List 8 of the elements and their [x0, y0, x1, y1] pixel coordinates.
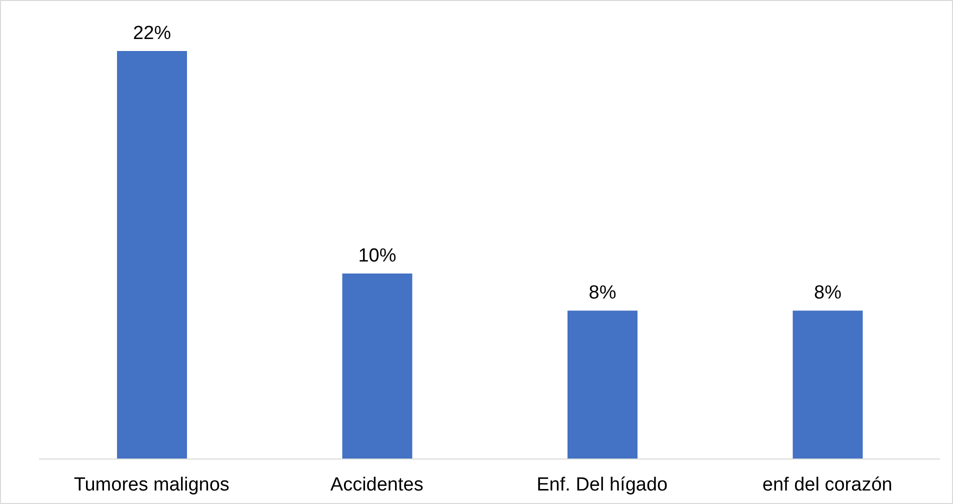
data-label: 8%	[814, 282, 842, 304]
data-label: 22%	[132, 23, 172, 44]
x-tick-label: enf del corazón	[762, 474, 892, 496]
data-label: 10%	[358, 246, 396, 267]
x-tick-label: Enf. Del hígado	[536, 474, 668, 496]
x-tick-label: Accidentes	[330, 474, 424, 496]
x-tick-label: Tumores malignos	[74, 474, 230, 496]
data-label: 8%	[588, 282, 616, 304]
